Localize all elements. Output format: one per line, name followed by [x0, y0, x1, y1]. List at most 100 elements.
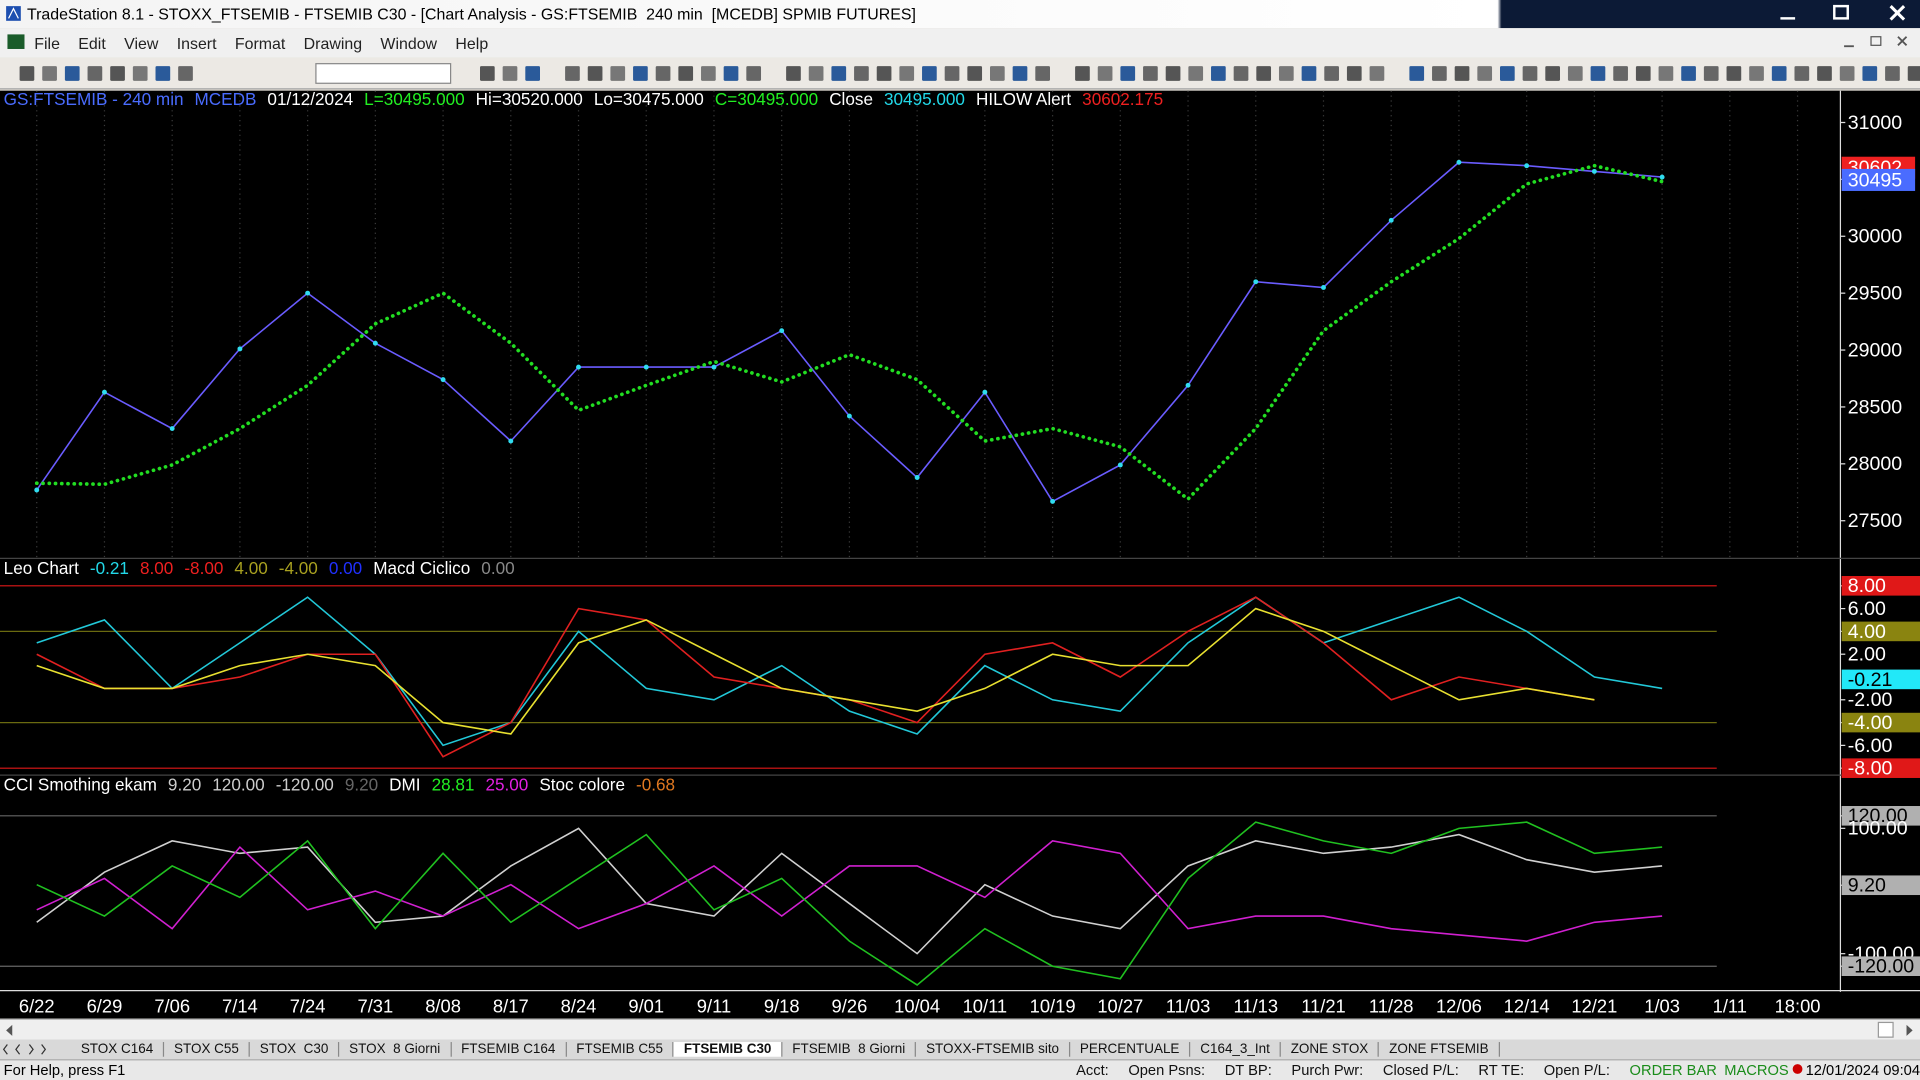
toolbar-icon[interactable] — [1862, 65, 1878, 81]
toolbar-icon[interactable] — [110, 65, 125, 81]
toolbar-icon[interactable] — [1035, 65, 1050, 81]
toolbar-icon[interactable] — [1567, 65, 1583, 81]
toolbar-icon[interactable] — [1681, 65, 1696, 81]
sheet-tab[interactable]: STOX 8 Giorni — [339, 1042, 452, 1057]
x-tick-label: 10/19 — [1030, 996, 1076, 1017]
toolbar-icon[interactable] — [655, 65, 671, 81]
legend-item: DMI — [389, 775, 420, 795]
sheet-tab[interactable]: ZONE STOX — [1281, 1042, 1380, 1057]
mdi-controls[interactable] — [1842, 31, 1915, 55]
status-macros[interactable]: MACROS — [1724, 1061, 1789, 1079]
toolbar-icon[interactable] — [1369, 65, 1385, 81]
toolbar-icon[interactable] — [1500, 65, 1515, 81]
x-tick-label: 12/21 — [1571, 996, 1617, 1017]
toolbar-icon[interactable] — [1324, 65, 1339, 81]
toolbar-icon[interactable] — [967, 65, 983, 81]
toolbar-icon[interactable] — [1097, 65, 1113, 81]
toolbar-icon[interactable] — [525, 65, 540, 81]
toolbar-icon[interactable] — [1635, 65, 1651, 81]
toolbar-icon[interactable] — [42, 65, 57, 81]
toolbar-icon[interactable] — [502, 65, 518, 81]
toolbar-icon[interactable] — [19, 65, 35, 81]
toolbar-icon[interactable] — [1590, 65, 1606, 81]
toolbar-icon[interactable] — [922, 65, 937, 81]
sheet-tab[interactable]: STOX C164 — [71, 1042, 165, 1057]
toolbar-icon[interactable] — [746, 65, 762, 81]
sheet-tab[interactable]: C164_3_Int — [1190, 1042, 1281, 1057]
toolbar-icon[interactable] — [1256, 65, 1272, 81]
menu-item[interactable]: Insert — [176, 33, 217, 53]
toolbar-icon[interactable] — [587, 65, 603, 81]
toolbar-icon[interactable] — [1771, 65, 1787, 81]
sheet-tab[interactable]: STOX C55 — [164, 1042, 250, 1057]
toolbar-icon[interactable] — [1278, 65, 1294, 81]
toolbar-icon[interactable] — [1012, 65, 1028, 81]
toolbar-icon[interactable] — [610, 65, 626, 81]
toolbar-icon[interactable] — [808, 65, 824, 81]
toolbar-icon[interactable] — [1346, 65, 1362, 81]
toolbar-icon[interactable] — [1143, 65, 1158, 81]
toolbar-icon[interactable] — [178, 65, 193, 81]
toolbar-icon[interactable] — [1794, 65, 1810, 81]
window-controls[interactable] — [1736, 0, 1920, 27]
toolbar-icon[interactable] — [1477, 65, 1493, 81]
toolbar-icon[interactable] — [990, 65, 1005, 81]
sheet-tab[interactable]: FTSEMIB C164 — [451, 1042, 567, 1057]
toolbar-icon[interactable] — [64, 65, 80, 81]
toolbar-icon[interactable] — [1885, 65, 1900, 81]
toolbar-icon[interactable] — [1075, 65, 1090, 81]
sheet-tab[interactable]: FTSEMIB 8 Giorni — [782, 1042, 917, 1057]
toolbar-icon[interactable] — [1658, 65, 1674, 81]
toolbar-icon[interactable] — [786, 65, 801, 81]
toolbar-icon[interactable] — [1726, 65, 1742, 81]
toolbar-icon[interactable] — [1545, 65, 1560, 81]
toolbar-icon[interactable] — [899, 65, 915, 81]
menu-item[interactable]: Help — [455, 33, 489, 53]
menu-item[interactable]: Drawing — [303, 33, 363, 53]
sheet-tab[interactable]: ZONE FTSEMIB — [1379, 1042, 1500, 1057]
toolbar-icon[interactable] — [854, 65, 869, 81]
sheet-tab[interactable]: FTSEMIB C55 — [566, 1042, 675, 1057]
toolbar-icon[interactable] — [565, 65, 580, 81]
toolbar-icon[interactable] — [1839, 65, 1855, 81]
toolbar-icon[interactable] — [1613, 65, 1628, 81]
toolbar-icon[interactable] — [1120, 65, 1136, 81]
menu-item[interactable]: Window — [380, 33, 438, 53]
toolbar-icon[interactable] — [1301, 65, 1317, 81]
toolbar-icon[interactable] — [1409, 65, 1425, 81]
sheet-tab[interactable]: PERCENTUALE — [1070, 1042, 1191, 1057]
status-order-bar[interactable]: ORDER BAR — [1629, 1061, 1717, 1079]
toolbar-icon[interactable] — [876, 65, 892, 81]
toolbar-icon[interactable] — [480, 65, 495, 81]
toolbar-icon[interactable] — [87, 65, 103, 81]
toolbar-icon[interactable] — [633, 65, 648, 81]
toolbar-icon[interactable] — [723, 65, 739, 81]
toolbar-icon[interactable] — [1522, 65, 1538, 81]
toolbar-icon[interactable] — [1749, 65, 1764, 81]
toolbar-icon[interactable] — [701, 65, 716, 81]
toolbar-icon[interactable] — [1454, 65, 1470, 81]
menu-item[interactable]: File — [34, 33, 60, 53]
menu-item[interactable]: Format — [234, 33, 286, 53]
toolbar-icon[interactable] — [1233, 65, 1249, 81]
menu-item[interactable]: View — [124, 33, 159, 53]
toolbar-icon[interactable] — [132, 65, 148, 81]
toolbar-icon[interactable] — [1165, 65, 1181, 81]
toolbar-icon[interactable] — [678, 65, 694, 81]
toolbar-icon[interactable] — [1703, 65, 1719, 81]
toolbar-icon[interactable] — [1907, 65, 1920, 81]
tab-nav[interactable] — [0, 1040, 69, 1060]
toolbar-icon[interactable] — [831, 65, 847, 81]
sheet-tab[interactable]: FTSEMIB C30 — [674, 1042, 783, 1057]
sheet-tab[interactable]: STOX C30 — [250, 1042, 340, 1057]
toolbar-icon[interactable] — [155, 65, 171, 81]
sheet-tab[interactable]: STOXX-FTSEMIB sito — [916, 1042, 1071, 1057]
toolbar-icon[interactable] — [1188, 65, 1204, 81]
toolbar-icon[interactable] — [1817, 65, 1832, 81]
toolbar-icon[interactable] — [944, 65, 960, 81]
scrollbar[interactable] — [0, 1018, 1920, 1040]
menu-item[interactable]: Edit — [78, 33, 106, 53]
toolbar-icon[interactable] — [1211, 65, 1226, 81]
y-tick-label: 4.00 — [1848, 621, 1886, 643]
toolbar-icon[interactable] — [1432, 65, 1447, 81]
